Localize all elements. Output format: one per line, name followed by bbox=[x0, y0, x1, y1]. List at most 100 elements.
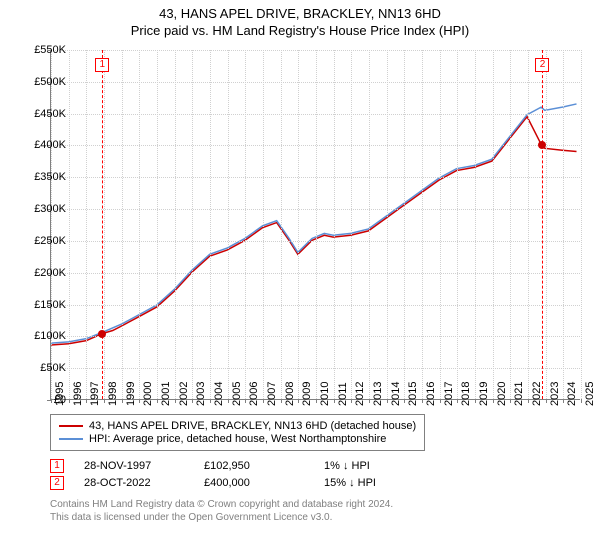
gridline-v bbox=[51, 50, 52, 399]
x-axis-label: 1997 bbox=[89, 382, 101, 406]
footnote: Contains HM Land Registry data © Crown c… bbox=[50, 498, 580, 524]
gridline-v bbox=[139, 50, 140, 399]
tick-x bbox=[298, 399, 299, 403]
gridline-v bbox=[369, 50, 370, 399]
x-axis-label: 2002 bbox=[178, 382, 190, 406]
tick-x bbox=[210, 399, 211, 403]
tick-x bbox=[157, 399, 158, 403]
tick-x bbox=[104, 399, 105, 403]
x-axis-label: 1995 bbox=[54, 382, 66, 406]
tick-x bbox=[228, 399, 229, 403]
x-axis-label: 2006 bbox=[248, 382, 260, 406]
chart-title: 43, HANS APEL DRIVE, BRACKLEY, NN13 6HD bbox=[0, 6, 600, 21]
tick-x bbox=[175, 399, 176, 403]
tick-x bbox=[422, 399, 423, 403]
sale-price-2: £400,000 bbox=[204, 477, 304, 489]
footnote-line2: This data is licensed under the Open Gov… bbox=[50, 511, 580, 524]
gridline-v bbox=[334, 50, 335, 399]
gridline-v bbox=[351, 50, 352, 399]
legend-swatch-price bbox=[59, 425, 83, 427]
x-axis-label: 2022 bbox=[531, 382, 543, 406]
x-axis-label: 1996 bbox=[72, 382, 84, 406]
x-axis-label: 2024 bbox=[566, 382, 578, 406]
x-axis-label: 2011 bbox=[337, 382, 349, 406]
tick-x bbox=[351, 399, 352, 403]
sale-row-2: 2 28-OCT-2022 £400,000 15% ↓ HPI bbox=[50, 476, 580, 490]
gridline-v bbox=[510, 50, 511, 399]
marker-line bbox=[102, 50, 103, 399]
sale-badge-1: 1 bbox=[50, 459, 64, 473]
y-axis-label: £50K bbox=[16, 362, 66, 374]
marker-badge: 2 bbox=[535, 58, 549, 72]
tick-x bbox=[122, 399, 123, 403]
sale-point-icon bbox=[98, 330, 106, 338]
gridline-v bbox=[316, 50, 317, 399]
gridline-v bbox=[475, 50, 476, 399]
gridline-v bbox=[581, 50, 582, 399]
gridline-v bbox=[263, 50, 264, 399]
y-axis-label: £200K bbox=[16, 267, 66, 279]
gridline-v bbox=[210, 50, 211, 399]
gridline-v bbox=[175, 50, 176, 399]
x-axis-label: 2020 bbox=[496, 382, 508, 406]
tick-x bbox=[528, 399, 529, 403]
tick-x bbox=[404, 399, 405, 403]
gridline-v bbox=[281, 50, 282, 399]
x-axis-label: 2007 bbox=[266, 382, 278, 406]
sale-price-1: £102,950 bbox=[204, 460, 304, 472]
sale-point-icon bbox=[538, 141, 546, 149]
down-arrow-icon: ↓ bbox=[343, 460, 349, 472]
tick-x bbox=[192, 399, 193, 403]
x-axis-label: 2008 bbox=[284, 382, 296, 406]
legend-box: 43, HANS APEL DRIVE, BRACKLEY, NN13 6HD … bbox=[50, 414, 425, 451]
tick-x bbox=[69, 399, 70, 403]
sale-date-1: 28-NOV-1997 bbox=[84, 460, 184, 472]
plot-area: 12 bbox=[50, 50, 580, 400]
title-block: 43, HANS APEL DRIVE, BRACKLEY, NN13 6HD … bbox=[0, 0, 600, 40]
tick-x bbox=[457, 399, 458, 403]
sale-badge-2: 2 bbox=[50, 476, 64, 490]
x-axis-label: 2009 bbox=[301, 382, 313, 406]
gridline-v bbox=[192, 50, 193, 399]
y-axis-label: £450K bbox=[16, 108, 66, 120]
x-axis-label: 1999 bbox=[125, 382, 137, 406]
footnote-line1: Contains HM Land Registry data © Crown c… bbox=[50, 498, 580, 511]
x-axis-label: 2025 bbox=[584, 382, 596, 406]
x-axis-label: 2004 bbox=[213, 382, 225, 406]
sale-rows: 1 28-NOV-1997 £102,950 1% ↓ HPI 2 28-OCT… bbox=[50, 459, 580, 490]
gridline-v bbox=[563, 50, 564, 399]
x-axis-label: 2012 bbox=[354, 382, 366, 406]
gridline-v bbox=[245, 50, 246, 399]
tick-x bbox=[440, 399, 441, 403]
tick-x bbox=[581, 399, 582, 403]
tick-x bbox=[245, 399, 246, 403]
tick-x bbox=[86, 399, 87, 403]
tick-x bbox=[139, 399, 140, 403]
tick-x bbox=[493, 399, 494, 403]
gridline-v bbox=[546, 50, 547, 399]
tick-x bbox=[263, 399, 264, 403]
tick-x bbox=[510, 399, 511, 403]
tick-x bbox=[334, 399, 335, 403]
gridline-v bbox=[404, 50, 405, 399]
chart-subtitle: Price paid vs. HM Land Registry's House … bbox=[0, 23, 600, 38]
gridline-v bbox=[104, 50, 105, 399]
gridline-v bbox=[440, 50, 441, 399]
tick-x bbox=[281, 399, 282, 403]
x-axis-label: 2017 bbox=[443, 382, 455, 406]
legend-item-hpi: HPI: Average price, detached house, West… bbox=[59, 433, 416, 445]
x-axis-label: 2015 bbox=[407, 382, 419, 406]
x-axis-label: 2003 bbox=[195, 382, 207, 406]
series-line-hpi bbox=[51, 104, 577, 343]
x-axis-label: 2001 bbox=[160, 382, 172, 406]
x-axis-label: 1998 bbox=[107, 382, 119, 406]
y-axis-label: £100K bbox=[16, 330, 66, 342]
y-axis-label: £150K bbox=[16, 299, 66, 311]
x-axis-label: 2000 bbox=[142, 382, 154, 406]
y-axis-label: £300K bbox=[16, 203, 66, 215]
chart-container: { "title": "43, HANS APEL DRIVE, BRACKLE… bbox=[0, 0, 600, 560]
legend-label-hpi: HPI: Average price, detached house, West… bbox=[89, 433, 386, 445]
tick-x bbox=[316, 399, 317, 403]
gridline-v bbox=[69, 50, 70, 399]
tick-x bbox=[546, 399, 547, 403]
